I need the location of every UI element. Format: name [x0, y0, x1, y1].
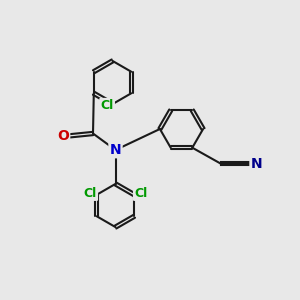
- Text: Cl: Cl: [100, 99, 114, 112]
- Text: N: N: [110, 143, 121, 157]
- Text: Cl: Cl: [84, 187, 97, 200]
- Text: O: O: [57, 130, 69, 143]
- Text: Cl: Cl: [134, 187, 147, 200]
- Text: N: N: [251, 157, 262, 170]
